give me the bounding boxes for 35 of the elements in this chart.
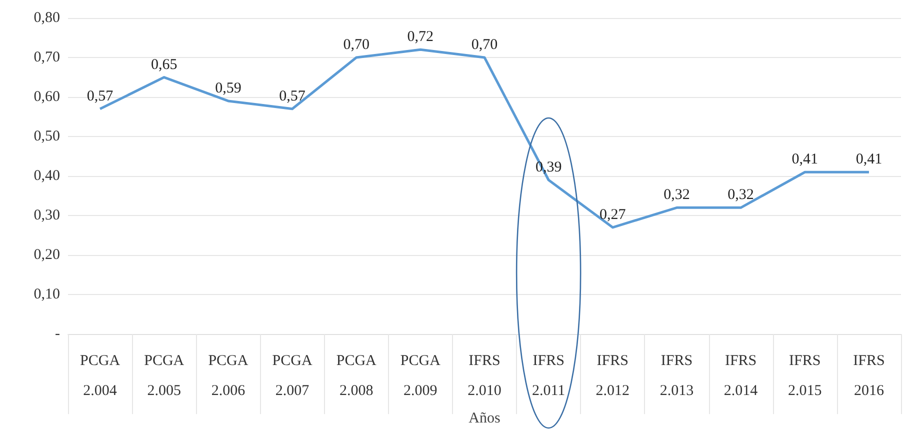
- x-tick-label: IFRS 2016: [853, 353, 885, 400]
- x-tick-label: IFRS 2.014: [724, 353, 758, 400]
- data-label: 0,65: [150, 56, 178, 73]
- data-label: 0,57: [279, 88, 306, 104]
- y-tick-label: 0,70: [34, 50, 60, 66]
- y-tick-label: 0,40: [34, 168, 60, 184]
- y-tick-label: 0,20: [34, 247, 60, 264]
- x-tick-label: IFRS 2.012: [596, 353, 630, 400]
- data-label: 0,57: [86, 88, 114, 104]
- x-tick-label: IFRS 2.011: [532, 353, 566, 400]
- data-label: 0,32: [664, 187, 690, 204]
- y-tick-label: 0,80: [34, 10, 60, 26]
- y-tick-label: 0,60: [34, 89, 60, 106]
- x-tick-label: PCGA 2.006: [208, 353, 248, 400]
- x-tick-label: PCGA 2.005: [144, 353, 184, 400]
- data-label: 0,41: [856, 152, 882, 168]
- y-tick-label: 0,30: [34, 208, 60, 224]
- data-label: 0,27: [600, 206, 626, 223]
- data-label: 0,70: [343, 37, 370, 54]
- x-tick-label: PCGA 2.009: [400, 353, 441, 400]
- data-label: 0,41: [792, 152, 818, 168]
- x-tick-label: PCGA 2.007: [272, 353, 312, 400]
- x-tick-label: PCGA 2.004: [80, 353, 120, 400]
- x-tick-label: IFRS 2.010: [468, 353, 502, 400]
- x-tick-label: IFRS 2.013: [660, 353, 694, 400]
- x-axis-title: Años: [468, 410, 500, 426]
- data-label: 0,70: [471, 37, 498, 54]
- x-tick-label: IFRS 2.015: [788, 353, 822, 400]
- x-tick-label: PCGA 2.008: [336, 353, 377, 400]
- y-tick-label: 0,10: [34, 286, 60, 303]
- data-label: 0,32: [728, 187, 754, 204]
- y-tick-label: -: [55, 326, 60, 342]
- data-label: 0,59: [215, 80, 242, 96]
- data-label: 0,72: [407, 29, 434, 46]
- y-tick-label: 0,50: [34, 128, 60, 145]
